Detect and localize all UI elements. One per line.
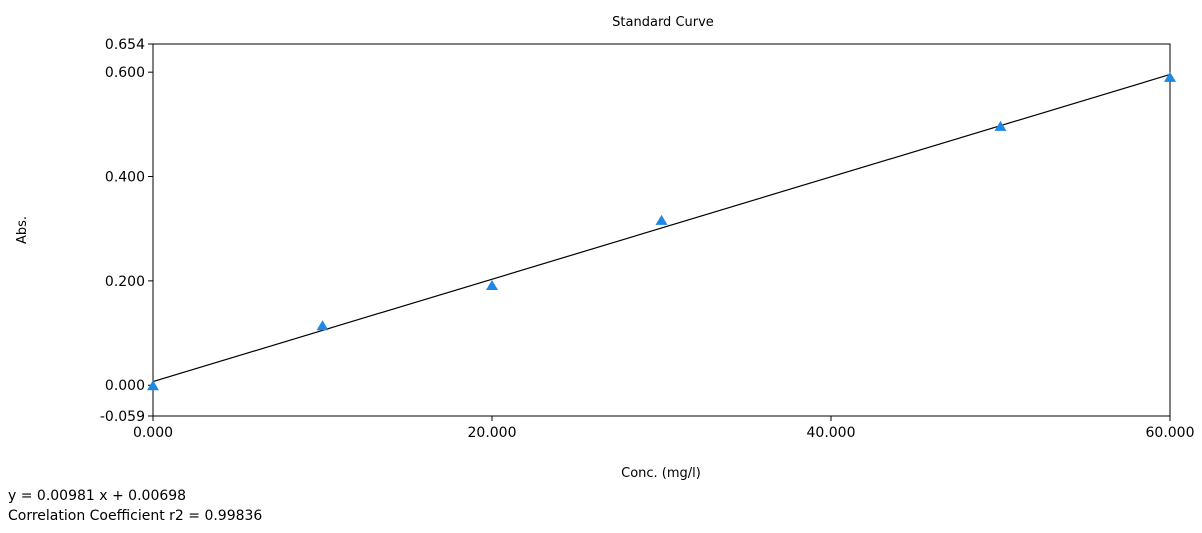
x-tick-label: 40.000 xyxy=(807,425,856,441)
y-axis-label: Abs. xyxy=(15,216,30,244)
y-axis: 0.654 0.600 0.400 0.200 0.000 -0.059 xyxy=(100,37,153,425)
correlation-coefficient: Correlation Coefficient r2 = 0.99836 xyxy=(8,508,263,524)
data-point-marker xyxy=(1164,71,1176,82)
chart-title: Standard Curve xyxy=(612,15,714,30)
data-point-marker xyxy=(147,380,159,391)
regression-equation: y = 0.00981 x + 0.00698 xyxy=(8,488,187,504)
data-point-marker xyxy=(994,120,1007,131)
data-points xyxy=(147,71,1176,391)
x-tick-label: 20.000 xyxy=(468,425,517,441)
y-tick-label: 0.654 xyxy=(105,37,145,53)
x-tick-label: 60.000 xyxy=(1146,425,1195,441)
y-tick-label: 0.200 xyxy=(105,274,145,290)
y-tick-label: 0.400 xyxy=(105,170,145,186)
data-point-marker xyxy=(316,320,329,331)
x-axis-label: Conc. (mg/l) xyxy=(621,466,701,481)
data-point-marker xyxy=(486,280,498,291)
data-point-marker xyxy=(655,214,668,225)
y-tick-label: 0.600 xyxy=(105,65,145,81)
plot-area xyxy=(152,43,1171,417)
x-axis: 0.000 20.000 40.000 60.000 xyxy=(133,416,1195,441)
y-tick-label: 0.000 xyxy=(105,378,145,394)
x-tick-label: 0.000 xyxy=(133,425,173,441)
y-tick-label: -0.059 xyxy=(100,409,145,425)
